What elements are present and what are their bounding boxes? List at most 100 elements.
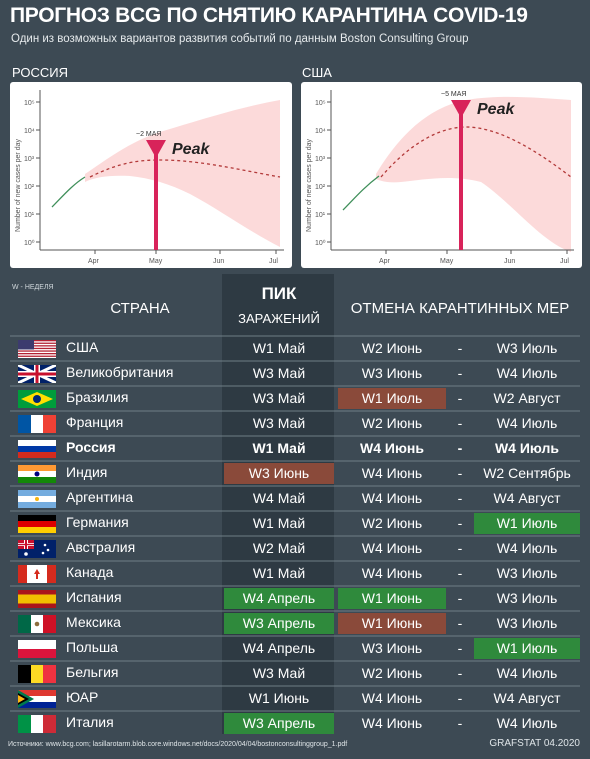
peak-week: W3 Май [252,665,306,681]
flag-shape [18,702,56,708]
peak-date-label: ~2 МАЯ [136,131,161,138]
flag-10-icon [18,590,56,608]
flag-shape [18,355,56,357]
table-row: Великобритания W3 Май W3 Июнь - W4 Июль [10,363,580,385]
y-tick-label: 10³ [24,156,35,163]
x-tick-label: May [149,258,163,265]
flag-shape [18,477,56,483]
confidence-band [376,96,571,252]
table-row: Франция W3 Май W2 Июнь - W4 Июль [10,413,580,434]
lift-start-week: W3 Июнь [361,640,423,656]
flag-shape [46,548,50,552]
flag-14-icon [18,690,56,708]
peak-week: W3 Май [252,390,306,406]
peak-week: W1 Май [252,565,306,581]
flag [18,515,56,533]
country-name: США [66,339,99,355]
range-dash: - [457,415,463,431]
flag-shape [34,621,40,627]
flag-15-icon [18,715,56,733]
lift-end-week: W4 Июль [496,665,558,681]
range-dash: - [457,615,463,631]
flag-9-icon [18,565,56,583]
flag-shape [35,497,39,501]
range-dash: - [457,465,463,481]
chart-label-usa: США [302,65,332,80]
lift-end-week: W3 Июль [496,590,558,606]
range-dash: - [457,515,463,531]
y-tick-label: 10⁰ [315,239,326,247]
flag-shape [18,345,56,347]
country-name: Австралия [66,539,136,555]
lift-start-week: W1 Июнь [338,588,446,609]
flag-11-icon [18,615,56,633]
lift-end-week: W4 Июль [494,440,560,456]
flag-shape [41,551,45,555]
flag-2-icon [18,390,56,408]
y-tick-label: 10² [24,184,35,191]
y-axis-label: Number of new cases per day [306,139,313,232]
x-tick-label: Apr [379,258,391,265]
flag-shape [31,665,43,683]
flag [18,615,56,633]
table-background [0,274,590,734]
history-line [51,176,86,208]
peak-week: W4 Апрель [242,640,316,656]
table-row: Италия W3 Апрель W4 Июнь - W4 Июль [10,713,580,734]
table-row: Аргентина W4 Май W4 Июнь - W4 Август [10,488,580,509]
country-name: Польша [66,639,119,655]
peak-week: W1 Май [252,440,306,456]
flag-shape [24,552,28,556]
flag-shape [18,565,27,583]
flag-shape [18,372,56,376]
flag-shape [18,515,56,521]
flag [18,390,56,408]
x-tick-label: Jul [269,258,278,265]
y-axis-label: Number of new cases per day [15,139,22,232]
y-tick-label: 10¹ [315,212,326,219]
lift-end-week: W4 Август [493,490,561,506]
table-row: Мексика W3 Апрель W1 Июнь - W3 Июль [10,613,580,634]
flag-shape [18,690,56,696]
flag [18,665,56,683]
sources-note: Источники: www.bcg.com; lasillarotarm.bl… [8,741,348,748]
range-dash: - [457,690,463,706]
lift-start-week: W4 Июнь [361,540,423,556]
flag [18,640,56,658]
lift-start-week: W2 Июнь [361,415,423,431]
flag-shape [34,471,40,477]
lift-start-week: W4 Июнь [361,690,423,706]
country-name: Германия [66,514,129,530]
y-tick-label: 10³ [315,156,326,163]
flag-8-icon [18,540,56,558]
header-peak-line1: ПИК [261,284,297,303]
lift-end-week: W3 Июль [496,340,558,356]
y-tick-label: 10⁵ [315,100,326,107]
flag [18,540,56,558]
flag-shape [18,342,56,344]
flag-shape [18,452,56,458]
country-name: Индия [66,464,108,480]
range-dash: - [457,565,463,581]
lift-start-week: W4 Июнь [361,465,423,481]
week-note: W - НЕДЕЛЯ [12,284,54,291]
flag-shape [34,569,40,579]
history-line [342,175,380,211]
flag-6-icon [18,490,56,508]
lift-end-week: W1 Июль [474,638,580,659]
lift-end-week: W3 Июль [496,565,558,581]
flag-shape [18,353,56,355]
peak-week: W1 Май [252,340,306,356]
header-country: СТРАНА [110,300,170,317]
y-tick-label: 10⁴ [24,128,35,135]
country-name: Великобритания [66,364,174,380]
flag-shape [18,415,31,433]
lift-start-week: W1 Июнь [338,613,446,634]
flag [17,363,57,385]
peak-date-label: ~5 МАЯ [441,91,466,98]
y-tick-label: 10² [315,184,326,191]
flag-shape [18,465,56,471]
peak-week: W3 Июнь [224,463,334,484]
peak-label: Peak [172,141,210,158]
flag [18,715,56,733]
